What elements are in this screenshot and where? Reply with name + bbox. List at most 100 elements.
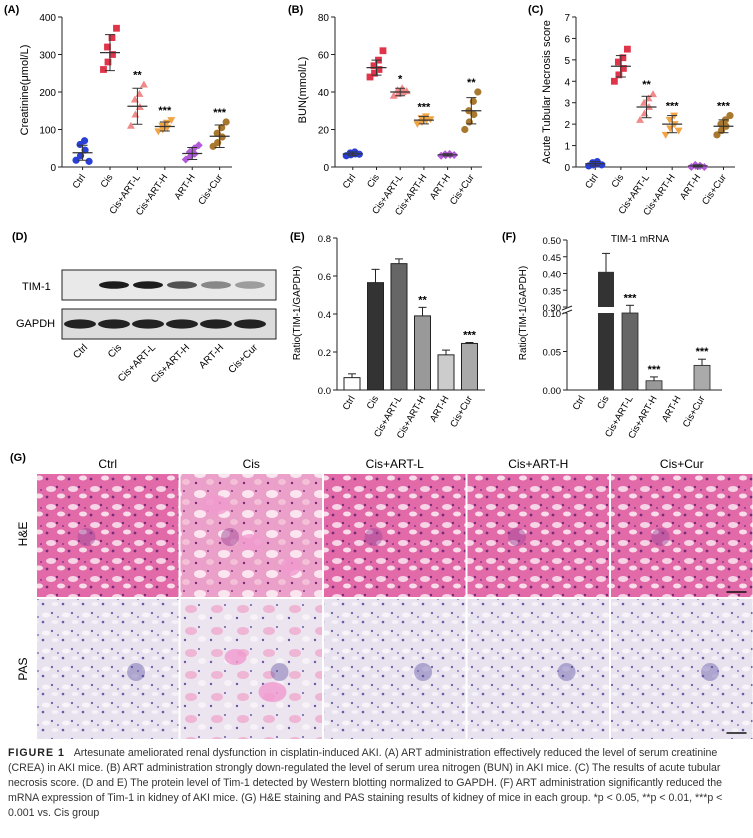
x-tick-label: Ctrl [341, 172, 358, 190]
x-tick-label: Cis+Cur [700, 172, 729, 207]
data-point [598, 161, 606, 169]
glomerulus [508, 528, 527, 546]
protein-cast [201, 495, 230, 515]
y-tick-label: 2 [564, 120, 570, 131]
pas-image [611, 599, 753, 739]
x-tick-label: ART-H [678, 172, 703, 202]
protein-cast [258, 682, 287, 702]
data-point [619, 65, 627, 72]
significance-marker: * [398, 73, 403, 85]
panel-d-western-blot: (D) TIM-1 GAPDH Ctrl CisCis+ART-LCis+ART-… [12, 231, 277, 386]
y-tick-label: 0.05 [543, 348, 562, 359]
y-tick-label: 0.00 [543, 386, 562, 397]
x-tick-label: Ctrl [571, 394, 588, 412]
figure-number: FIGURE 1 [8, 747, 65, 759]
panel-c-ylabel: Acute Tubular Necrosis score [541, 20, 553, 164]
band-label-tim1: TIM-1 [22, 281, 51, 293]
data-point [100, 66, 107, 73]
data-point [666, 125, 675, 133]
y-tick-label: 0.8 [318, 234, 331, 245]
bar [437, 354, 455, 391]
y-tick-label: 80 [318, 13, 330, 24]
y-tick-label: 6 [564, 34, 570, 45]
data-point [81, 146, 89, 154]
gapdh-band [132, 319, 164, 329]
data-point [375, 66, 383, 73]
panel-e-chart: (E) Ratio(TIM-1/GAPDH) 0.0 0.2 0.4 0.6 0.8 Ct… [290, 231, 485, 438]
protein-cast [238, 534, 263, 550]
data-point [636, 115, 645, 123]
data-point [619, 54, 627, 62]
tim1-band [167, 281, 197, 289]
bar-upper [598, 271, 614, 307]
glomerulus [270, 663, 289, 681]
glomerulus [557, 663, 576, 681]
panel-b-ylabel: BUN(mmol/L) [297, 57, 309, 124]
data-point [469, 97, 477, 105]
y-tick-label: 0.6 [318, 272, 331, 283]
x-tick-label: Cis+Cur [448, 394, 475, 429]
column-label: Ctrl [98, 457, 117, 471]
data-point [109, 51, 116, 58]
gapdh-band [234, 319, 266, 329]
glomerulus [77, 528, 96, 546]
data-point [465, 118, 473, 126]
data-point [366, 73, 374, 81]
glomerulus [221, 528, 240, 546]
panel-b-label: (B) [288, 4, 304, 16]
y-tick-label: 40 [318, 88, 330, 99]
data-point [135, 89, 144, 97]
y-tick-label: 0.35 [543, 286, 562, 297]
y-tick-label: 0.4 [318, 310, 331, 321]
panel-a-ylabel: Creatinine(μmol/L) [19, 45, 31, 136]
glomerulus [701, 663, 720, 681]
tim1-band [201, 281, 231, 289]
panel-f-title: TIM-1 mRNA [611, 234, 670, 245]
row-label-pas: PAS [16, 657, 30, 680]
x-tick-label: ART-H [660, 394, 684, 424]
x-tick-label: Ctrl [341, 394, 358, 412]
data-point [80, 137, 89, 145]
caption-text: Artesunate ameliorated renal dysfunction… [8, 747, 723, 819]
protein-cast [280, 558, 301, 576]
y-tick-label: 300 [39, 51, 56, 62]
significance-marker: *** [213, 107, 227, 119]
figure-caption: FIGURE 1 Artesunate ameliorated renal dy… [8, 746, 744, 821]
bar [693, 364, 711, 391]
data-point [218, 133, 226, 141]
bar [645, 380, 663, 391]
y-tick-label: 0.10 [543, 309, 562, 320]
axis-break [561, 305, 573, 311]
glomerulus [651, 528, 670, 546]
x-tick-label: Cis [595, 394, 612, 412]
panel-e-ylabel: Ratio(TIM-1/GAPDH) [292, 266, 303, 360]
column-label: Cis [243, 457, 260, 471]
data-point [139, 80, 148, 88]
lane-label: ART-H [197, 342, 226, 371]
data-point [370, 62, 378, 70]
pas-image [37, 599, 179, 739]
he-image [324, 474, 466, 597]
y-tick-label: 5 [564, 56, 570, 67]
lane-label: Cis [106, 342, 124, 360]
panel-f-chart: (F) TIM-1 mRNA Ratio(TIM-1/GAPDH) 0.00 0.… [502, 231, 722, 438]
data-point [474, 88, 482, 96]
data-point [614, 58, 622, 66]
y-tick-label: 0.45 [543, 253, 562, 264]
significance-marker: *** [158, 105, 172, 117]
x-tick-label: ART-H [428, 394, 452, 424]
significance-marker: ** [642, 79, 651, 91]
x-tick-label: Cis [99, 172, 116, 190]
panel-a-label: (A) [4, 4, 20, 16]
y-tick-label: 20 [318, 126, 330, 137]
data-point [131, 110, 140, 118]
data-point [389, 91, 398, 99]
column-label: Cis+Cur [660, 457, 704, 471]
lane-label: Cis+Cur [227, 342, 261, 376]
x-tick-label: ART-H [172, 172, 197, 202]
gapdh-band [64, 319, 96, 329]
data-point [379, 47, 387, 55]
panel-g-histology: (G) H&E PAS Ctrl Cis Cis+ART-L Cis+ART-H Cis… [10, 452, 753, 739]
pas-image [324, 599, 466, 739]
